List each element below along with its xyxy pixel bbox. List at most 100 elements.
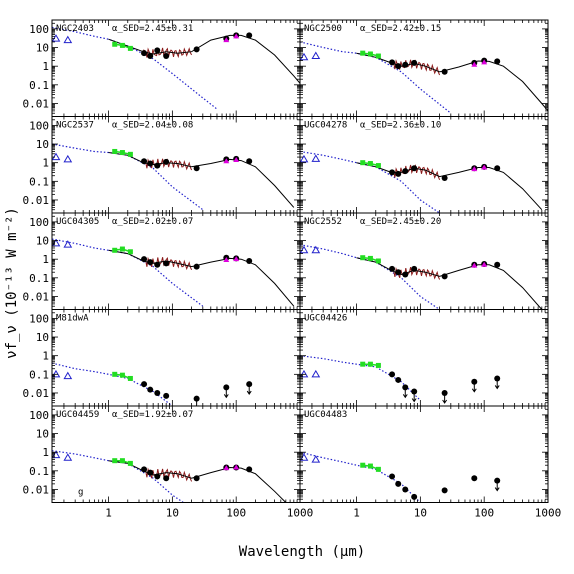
stellar-model-line	[300, 150, 440, 213]
y-tick-label: 10	[36, 42, 49, 55]
ir-point	[441, 273, 448, 280]
nir-point	[112, 371, 118, 377]
uv-point	[52, 450, 61, 459]
uv-point	[300, 52, 309, 61]
nir-point	[375, 258, 381, 264]
panel-ngc2500: NGC2500 α_SED=2.42±0.15	[299, 19, 549, 117]
panel-grid: 0.01 0.1 1 10 100 NGC2403 α_SED=2.45±0.31 NGC25…	[23, 19, 561, 520]
ir-point	[141, 381, 148, 388]
ir-point	[389, 371, 396, 378]
panel-frame	[51, 309, 301, 407]
y-tick-label: 100	[29, 216, 49, 229]
panel-ngc2537: 0.01 0.1 1 10 100 NGC2537 α_SED=2.04±0.08	[23, 116, 301, 214]
upper-limit-arrow	[494, 378, 500, 390]
panel-ugc04483: 1 10 100 1000 UGC04483	[299, 405, 561, 520]
ir-point	[395, 170, 402, 177]
y-tick-label: 0.1	[29, 272, 49, 285]
y-tick-label: 0.1	[29, 368, 49, 381]
alpha-sed-label: α_SED=2.42±0.15	[360, 24, 441, 34]
y-tick-label: 0.01	[23, 290, 50, 303]
upper-limit-arrow	[246, 384, 252, 395]
y-tick-label: 10	[36, 331, 49, 344]
nir-point	[375, 163, 381, 169]
ir-point	[389, 59, 396, 66]
ir-point	[411, 165, 418, 172]
ir-point	[402, 486, 409, 493]
model-point	[233, 256, 240, 262]
panel-plot-area	[52, 143, 295, 211]
ir-point	[411, 265, 418, 272]
y-axis-label: νf_ν (10⁻¹³ W m⁻²)	[4, 207, 20, 359]
galaxy-name: UGC04483	[304, 410, 347, 420]
stellar-model-line	[52, 362, 173, 406]
alpha-sed-label: α_SED=2.36±0.10	[360, 121, 441, 131]
alpha-sed-label: α_SED=1.92±0.07	[112, 410, 193, 420]
nir-point	[112, 458, 118, 464]
nir-point	[375, 466, 381, 472]
panel-ugc04459: 0.01 0.1 1 10 100 1 10 100 1000 UGC04459 α_SED=1.9…	[23, 405, 313, 520]
model-point	[223, 37, 230, 43]
uv-point	[300, 154, 309, 163]
y-tick-label: 1	[42, 253, 49, 266]
x-axis-label: Wavelength (μm)	[239, 544, 365, 560]
galaxy-name: NGC2403	[56, 24, 94, 34]
total-model-line	[356, 162, 543, 211]
ir-point	[402, 271, 409, 278]
upper-limit-arrow	[494, 480, 500, 492]
uv-point	[311, 369, 321, 378]
nir-point	[367, 361, 373, 367]
panel-plot-area	[300, 451, 501, 503]
y-tick-label: 10	[36, 235, 49, 248]
uv-point	[52, 152, 61, 161]
y-tick-label: 100	[29, 312, 49, 325]
uv-point	[63, 240, 73, 248]
upper-limit-arrow	[471, 381, 477, 393]
ir-point	[494, 165, 501, 172]
y-tick-label: 1	[42, 60, 49, 73]
x-tick-label: 10	[166, 507, 179, 520]
panel-m81dwa: 0.01 0.1 1 10 100 M81dwA	[23, 309, 301, 407]
nir-point	[119, 246, 125, 252]
uv-point	[311, 245, 321, 254]
alpha-sed-label: α_SED=2.45±0.31	[112, 24, 193, 34]
ir-point	[395, 269, 402, 276]
nir-point	[360, 462, 366, 468]
panel-extra-label: g	[78, 488, 83, 498]
panel-plot-area	[52, 238, 295, 307]
ir-point	[402, 61, 409, 68]
ir-point	[246, 466, 253, 473]
total-model-line	[108, 34, 300, 84]
y-tick-label: 100	[29, 119, 49, 132]
panel-plot-area	[300, 244, 543, 310]
total-model-line	[108, 249, 295, 307]
nir-point	[367, 463, 373, 469]
upper-limit-arrow	[223, 387, 229, 399]
upper-limit-arrow	[402, 387, 408, 399]
alpha-sed-label: α_SED=2.04±0.08	[112, 121, 193, 131]
ir-point	[154, 162, 161, 169]
ir-point	[441, 487, 448, 494]
panel-ugc04278: UGC04278 α_SED=2.36±0.10	[299, 116, 549, 214]
ir-point	[193, 263, 200, 270]
ir-point	[154, 389, 161, 396]
ir-point	[494, 261, 501, 268]
ir-point	[163, 260, 170, 267]
panel-plot-area	[300, 150, 543, 213]
panel-plot-area	[300, 355, 501, 404]
ir-point	[389, 265, 396, 272]
x-tick-label: 100	[226, 507, 246, 520]
nir-point	[127, 375, 133, 381]
stellar-model-line	[300, 355, 421, 401]
model-point	[481, 261, 488, 267]
panel-ugc04426: UGC04426	[299, 309, 549, 407]
alpha-sed-label: α_SED=2.45±0.20	[360, 217, 441, 227]
model-point	[223, 158, 230, 164]
uv-point	[52, 34, 61, 42]
total-model-line	[108, 152, 295, 208]
panel-ngc2403: 0.01 0.1 1 10 100 NGC2403 α_SED=2.45±0.31	[23, 19, 301, 117]
stellar-model-line	[52, 238, 204, 307]
model-point	[223, 257, 230, 263]
nir-point	[367, 51, 373, 57]
ir-point	[147, 386, 154, 393]
